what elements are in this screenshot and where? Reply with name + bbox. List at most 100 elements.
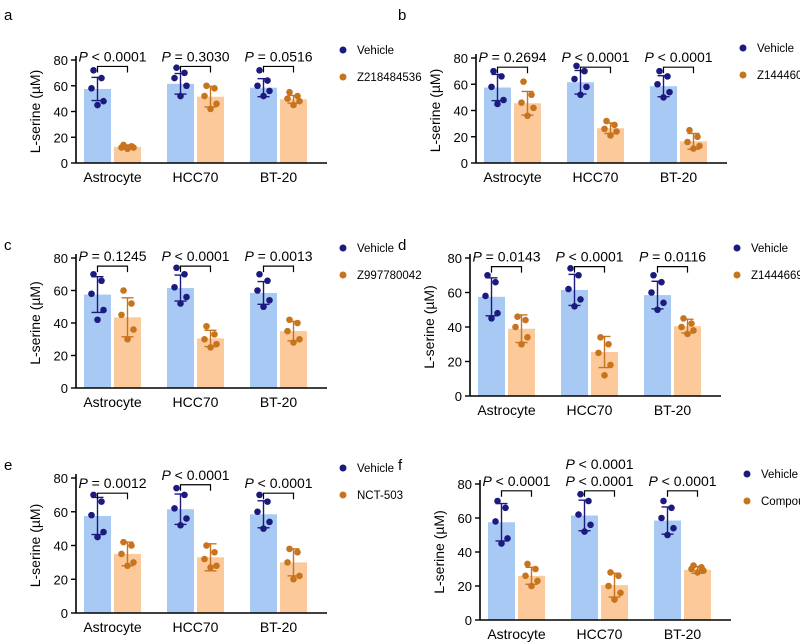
y-tick-label: 60 (54, 79, 68, 94)
data-point (171, 74, 178, 82)
data-point (124, 335, 131, 343)
x-tick-label: BT-20 (660, 169, 698, 185)
data-point (284, 327, 291, 335)
data-point (90, 491, 97, 499)
data-point (577, 91, 584, 99)
p-value-label: P < 0.0001 (161, 248, 229, 264)
y-tick-label: 40 (54, 105, 68, 120)
y-axis-label: L-serine (µM) (427, 69, 443, 153)
y-tick-label: 80 (54, 251, 68, 266)
data-point (504, 535, 511, 542)
data-point (607, 569, 614, 576)
data-point (100, 306, 107, 314)
data-point (654, 80, 661, 88)
panel-letter: c (4, 237, 12, 254)
significance-bracket (262, 65, 295, 73)
data-point (583, 83, 590, 91)
data-point (181, 491, 188, 499)
data-point (613, 128, 620, 135)
p-value-label: P = 0.0516 (244, 48, 312, 64)
data-point (294, 548, 301, 556)
legend-marker (739, 71, 747, 79)
x-tick-label: HCC70 (173, 394, 219, 410)
panel-e: e Astrocyte HCC70 BT-20 0 20 40 60 80 L-serine (µ… (4, 457, 403, 635)
data-point (664, 531, 671, 539)
significance-bracket (179, 265, 212, 273)
x-tick-label: Astrocyte (483, 169, 542, 185)
bar-vehicle-bt-20 (250, 87, 277, 163)
bar-treatment-bt-20 (280, 99, 307, 163)
data-point (498, 73, 505, 80)
y-tick-label: 0 (465, 613, 472, 628)
significance-bracket (490, 266, 523, 273)
data-point (573, 62, 580, 70)
data-point (658, 278, 665, 286)
y-tick-label: 0 (61, 156, 68, 171)
data-point (183, 293, 190, 301)
data-point (201, 555, 208, 563)
data-point (571, 303, 578, 310)
panel-letter: e (4, 457, 12, 474)
p-value-label: P < 0.0001 (244, 475, 312, 491)
p-value-label: P < 0.0001 (644, 49, 712, 65)
data-point (520, 78, 527, 85)
x-tick-label: BT-20 (260, 394, 298, 410)
data-point (290, 575, 297, 583)
data-point (207, 344, 214, 351)
p-value-label: P < 0.0001 (78, 48, 146, 64)
data-point (494, 497, 501, 505)
data-point (581, 528, 588, 535)
legend-label: Z997780042 (357, 270, 422, 282)
data-point (688, 565, 695, 573)
p-value-label: P < 0.0001 (648, 473, 716, 489)
data-point (254, 82, 261, 90)
y-tick-label: 20 (448, 355, 462, 370)
data-point (648, 289, 655, 296)
data-point (522, 572, 529, 580)
legend-label: Vehicle (357, 463, 394, 475)
data-point (700, 567, 707, 574)
data-point (286, 545, 293, 553)
bar-treatment-bt-20 (684, 569, 711, 620)
y-tick-label: 0 (61, 381, 68, 396)
data-point (124, 145, 131, 153)
data-point (118, 311, 125, 319)
y-axis-label: L-serine (µM) (421, 285, 437, 369)
significance-bracket (662, 66, 695, 74)
data-point (173, 64, 180, 72)
data-point (294, 92, 301, 100)
legend-marker (743, 470, 751, 478)
data-point (118, 550, 125, 558)
legend-marker (339, 73, 347, 81)
data-point (128, 300, 135, 307)
data-point (494, 100, 501, 108)
data-point (532, 565, 539, 573)
data-point (203, 82, 210, 90)
data-point (260, 525, 267, 532)
significance-bracket (262, 265, 295, 273)
y-tick-label: 40 (448, 320, 462, 335)
data-point (488, 83, 495, 91)
data-point (120, 287, 127, 294)
data-point (284, 559, 291, 566)
p-value-label: P = 0.3030 (161, 48, 229, 64)
data-point (181, 69, 188, 77)
data-point (183, 82, 190, 90)
data-point (530, 104, 537, 112)
y-tick-label: 20 (54, 572, 68, 587)
data-point (98, 74, 105, 82)
data-point (611, 596, 618, 603)
data-point (130, 144, 137, 151)
y-tick-label: 40 (54, 316, 68, 331)
y-tick-label: 20 (458, 579, 472, 594)
y-tick-label: 0 (461, 156, 468, 171)
data-point (183, 515, 190, 522)
data-point (567, 265, 574, 272)
data-point (524, 112, 531, 120)
data-point (534, 577, 541, 585)
y-tick-label: 80 (54, 53, 68, 68)
significance-bracket (96, 492, 129, 500)
data-point (94, 533, 101, 541)
legend-label: Vehicle (751, 243, 788, 255)
significance-bracket (179, 65, 212, 73)
